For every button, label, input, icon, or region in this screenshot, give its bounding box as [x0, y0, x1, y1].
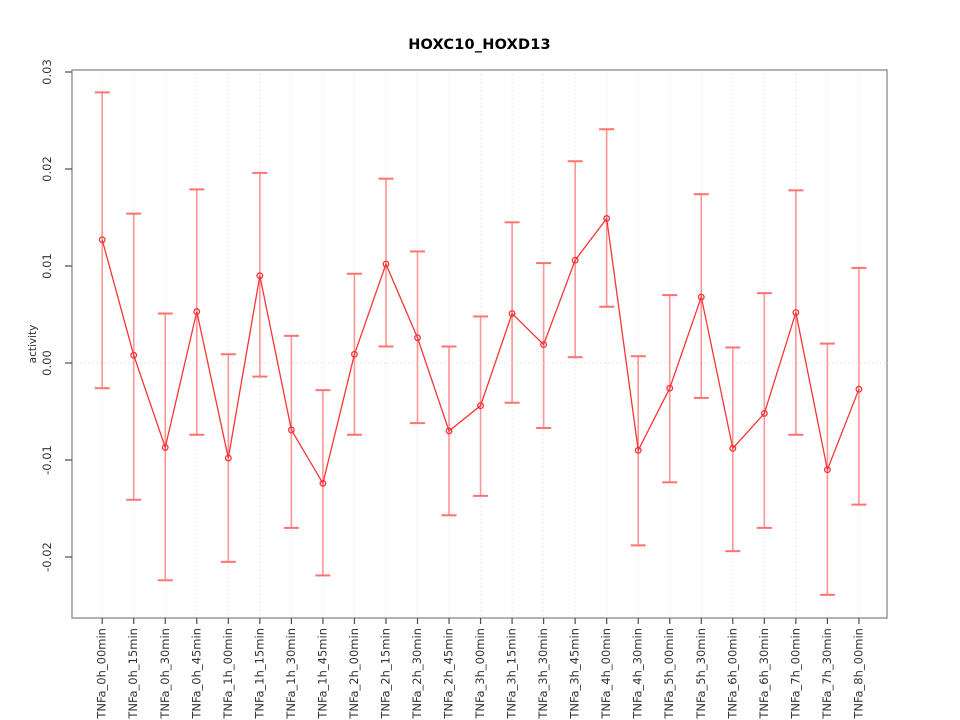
y-axis: 0.03 0.02 0.01 0.00 -0.01 -0.02 [40, 59, 72, 572]
x-tick-label: TNFa_0h_00min [95, 628, 109, 720]
series-line [101, 216, 860, 485]
x-tick-label: TNFa_5h_30min [694, 628, 708, 720]
data-point [477, 402, 485, 410]
error-bar [283, 334, 299, 529]
x-tick-label: TNFa_4h_30min [631, 628, 645, 720]
error-bar [252, 171, 268, 378]
data-point [161, 443, 169, 451]
y-tick-label: 0.02 [40, 156, 54, 182]
x-axis: TNFa_0h_00min TNFa_0h_15min TNFa_0h_30min T… [95, 618, 865, 720]
error-bar [725, 346, 741, 553]
data-point [256, 272, 264, 280]
x-tick-label: TNFa_2h_00min [347, 628, 361, 720]
chart-title: HOXC10_HOXD13 [408, 37, 551, 53]
data-point [729, 444, 737, 452]
data-point [414, 334, 421, 342]
x-tick-label: TNFa_1h_00min [221, 628, 235, 720]
data-point [697, 293, 705, 301]
y-tick-label: -0.01 [40, 445, 54, 475]
x-tick-label: TNFa_3h_00min [473, 628, 487, 720]
x-tick-label: TNFa_5h_00min [662, 628, 676, 720]
data-point [792, 309, 800, 317]
y-tick-label: -0.02 [40, 542, 54, 572]
x-tick-label: TNFa_8h_00min [851, 628, 865, 720]
x-tick-label: TNFa_3h_30min [536, 628, 550, 720]
data-point [350, 350, 358, 358]
data-point [571, 256, 579, 264]
y-tick-label: 0.01 [40, 253, 54, 279]
x-tick-label: TNFa_1h_45min [315, 628, 329, 720]
x-tick-label: TNFa_6h_30min [757, 628, 771, 720]
error-bars [94, 91, 867, 596]
data-point [603, 215, 611, 222]
y-tick-label: 0.03 [40, 59, 54, 85]
data-point [224, 454, 232, 462]
data-point [634, 446, 642, 454]
x-tick-label: TNFa_3h_45min [568, 628, 582, 720]
error-bar [504, 221, 520, 404]
x-tick-label: TNFa_1h_15min [252, 628, 266, 720]
x-tick-label: TNFa_4h_00min [599, 628, 613, 720]
data-point [760, 409, 768, 417]
y-axis-title: activity [27, 324, 39, 364]
x-tick-label: TNFa_2h_45min [442, 628, 456, 720]
data-point [382, 260, 390, 268]
data-point [98, 236, 106, 244]
data-point [130, 351, 138, 359]
data-point [287, 426, 295, 434]
x-tick-label: TNFa_0h_30min [158, 628, 172, 720]
data-point [666, 384, 674, 392]
x-tick-label: TNFa_2h_15min [378, 628, 392, 720]
data-points [98, 215, 863, 487]
data-point [855, 385, 863, 393]
data-point [319, 479, 327, 487]
data-point [193, 308, 201, 316]
x-tick-label: TNFa_2h_30min [410, 628, 424, 720]
x-tick-label: TNFa_1h_30min [284, 628, 298, 720]
y-tick-label: 0.00 [40, 350, 54, 376]
x-tick-label: TNFa_6h_00min [725, 628, 739, 720]
data-point [508, 310, 516, 317]
x-tick-label: TNFa_7h_30min [820, 628, 834, 720]
error-bar [536, 262, 552, 429]
x-tick-label: TNFa_0h_45min [189, 628, 203, 720]
x-tick-label: TNFa_3h_15min [505, 628, 519, 720]
x-tick-label: TNFa_0h_15min [126, 628, 140, 720]
plot-box [71, 69, 888, 619]
data-point [445, 427, 453, 435]
data-point [823, 466, 831, 474]
x-tick-label: TNFa_7h_00min [788, 628, 802, 720]
data-point [540, 341, 548, 349]
